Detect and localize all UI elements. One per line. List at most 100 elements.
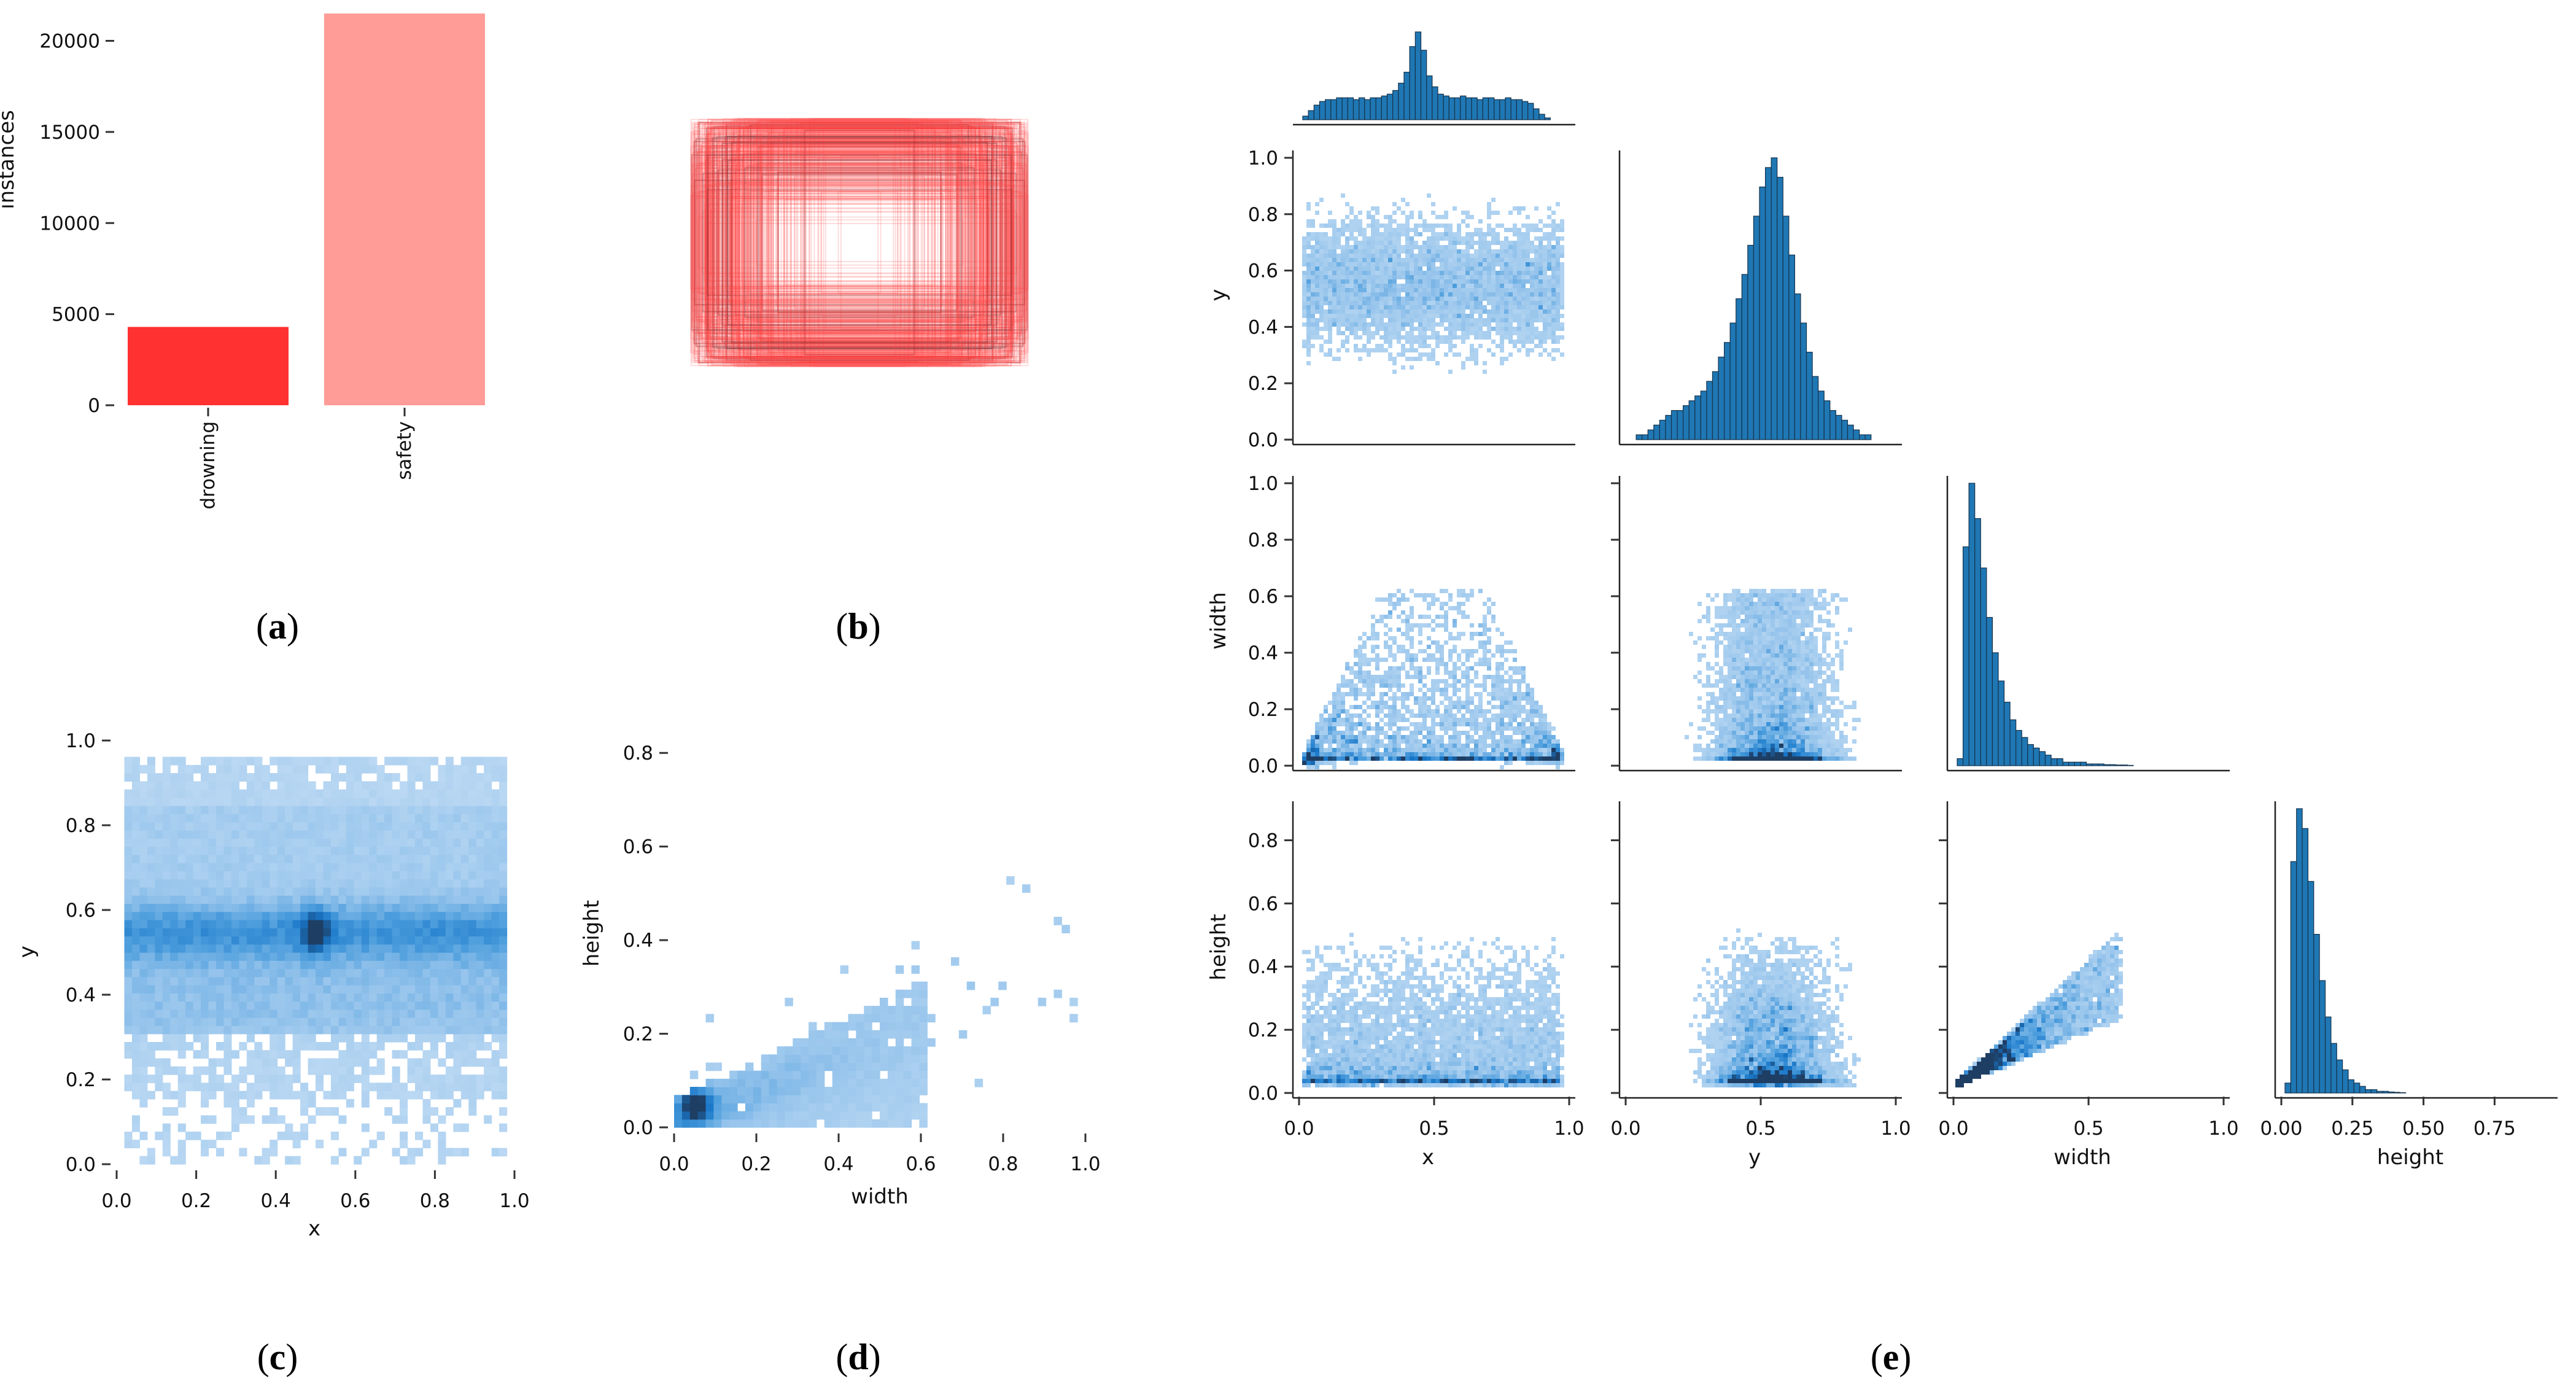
heat-cell (911, 1054, 920, 1063)
heat-cell (155, 1025, 163, 1035)
bbox-outline (690, 146, 1029, 340)
heat-cell (254, 879, 263, 888)
heat-cell (292, 822, 301, 831)
pair-cell (1371, 262, 1375, 266)
pair-cell (1306, 254, 1311, 258)
heat-cell (162, 871, 171, 880)
pair-cell (1474, 331, 1478, 335)
heat-cell (761, 1070, 770, 1079)
pair-cell (1517, 211, 1521, 215)
heat-cell (323, 838, 332, 847)
pair-cell (1427, 258, 1431, 262)
pair-cell (1500, 292, 1504, 297)
heat-cell (880, 1022, 888, 1031)
pair-cell (1534, 275, 1538, 279)
pair-cell (1375, 271, 1379, 275)
heat-cell (193, 1050, 201, 1059)
bbox-outline (713, 167, 1006, 318)
pair-cell (1538, 284, 1543, 288)
pair-cell (1534, 335, 1538, 340)
bbox-outline (758, 146, 961, 340)
heat-cell (155, 1001, 163, 1010)
pair-cell (1418, 288, 1422, 292)
heat-cell (300, 1107, 309, 1116)
bbox-outline (713, 124, 1006, 361)
pair-cell (1315, 322, 1319, 327)
heat-cell (147, 863, 155, 871)
pair-cell (1332, 271, 1336, 275)
heat-cell (880, 1119, 888, 1128)
pair-cell (1517, 309, 1521, 314)
bbox-outline (716, 141, 1003, 344)
heat-cell (689, 1111, 699, 1120)
heat-cell (316, 1017, 324, 1027)
heat-cell (919, 1111, 928, 1120)
heat-cell (895, 1046, 904, 1055)
pair-cell (1556, 318, 1560, 322)
heat-cell (880, 1014, 888, 1023)
heat-cell (277, 960, 285, 970)
pair-cell (1392, 335, 1397, 340)
heat-cell (223, 871, 232, 880)
pair-cell (1358, 262, 1362, 266)
pair-cell (1461, 266, 1465, 271)
pair-cell (1465, 327, 1470, 331)
pair-cell (1397, 305, 1401, 309)
pair-cell (1302, 292, 1306, 297)
heat-cell (484, 781, 492, 790)
pair-cell (1324, 309, 1328, 314)
heat-cell (468, 789, 477, 798)
heat-cell (872, 1070, 880, 1079)
heat-cell (438, 871, 446, 880)
heat-cell (246, 806, 255, 815)
pair-cell (1358, 249, 1362, 254)
heat-cell (400, 1050, 408, 1059)
heat-cell (277, 952, 285, 961)
heat-cell (793, 1062, 801, 1071)
heat-cell (737, 1111, 746, 1120)
heat-cell (223, 838, 232, 847)
bbox-outline (732, 155, 987, 330)
heat-cell (392, 854, 400, 863)
hist-bar-width (2057, 758, 2063, 766)
bbox-outline (789, 141, 929, 344)
heat-cell (201, 822, 209, 831)
heat-cell (468, 968, 477, 978)
heat-cell (254, 822, 263, 831)
heat-cell (392, 871, 400, 880)
pair-cell (1405, 309, 1410, 314)
heat-cell (262, 887, 270, 896)
pair-cell (1362, 241, 1367, 245)
hist-bar-x (1533, 108, 1540, 120)
heat-cell (919, 989, 928, 998)
pair-cell (1513, 271, 1517, 275)
heat-cell (262, 1083, 270, 1092)
heat-cell (300, 952, 309, 961)
heat-cell (422, 1058, 431, 1067)
heat-cell (681, 1095, 691, 1104)
pair-cell (1379, 292, 1384, 297)
hist-bar-x (1471, 97, 1478, 120)
heat-cell (848, 1070, 856, 1079)
heat-cell (809, 1119, 817, 1128)
heat-cell (147, 764, 155, 774)
heat-cell (330, 756, 339, 766)
hist-bar-x (1359, 97, 1365, 120)
bbox-outline (750, 124, 969, 361)
pair-cell (1349, 254, 1354, 258)
pair-cell (1444, 236, 1448, 241)
pair-cell (1405, 219, 1410, 224)
pair-cell (1465, 735, 1470, 739)
bbox-outline (730, 179, 989, 306)
heat-cell (392, 1033, 400, 1043)
heat-cell (376, 838, 385, 847)
heat-cell (468, 1050, 477, 1059)
heat-cell (415, 1148, 424, 1157)
heat-cell (476, 863, 484, 871)
heat-cell (864, 1111, 872, 1120)
heat-cell (346, 781, 354, 790)
pair-cell (1560, 314, 1564, 318)
heat-cell (316, 822, 324, 831)
pair-cell (1478, 288, 1483, 292)
heat-cell (170, 1107, 179, 1116)
